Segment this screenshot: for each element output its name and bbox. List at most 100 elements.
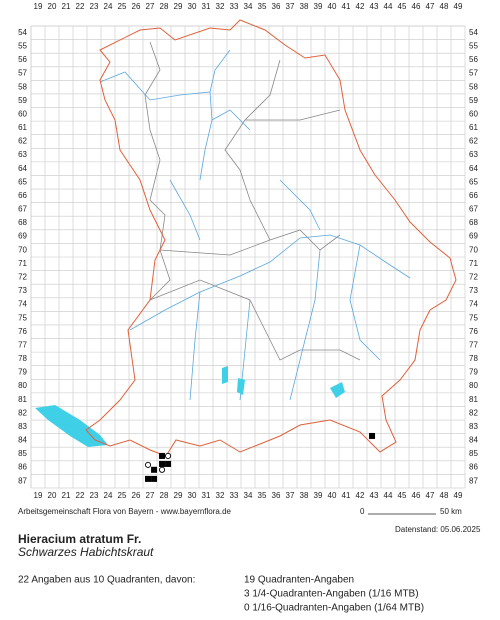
column-label: 24	[104, 491, 113, 500]
column-label: 42	[356, 491, 365, 500]
row-label: 68	[469, 218, 478, 227]
grid	[30, 25, 465, 488]
row-label: 74	[18, 300, 27, 309]
record-square	[369, 432, 376, 439]
column-label: 45	[398, 491, 407, 500]
column-label: 35	[258, 491, 267, 500]
column-label: 34	[244, 2, 253, 11]
row-label: 72	[18, 272, 27, 281]
record-square	[159, 452, 166, 459]
row-label: 77	[18, 340, 27, 349]
column-label: 39	[314, 491, 323, 500]
column-label: 47	[426, 2, 435, 11]
row-label: 65	[18, 177, 27, 186]
column-label: 45	[398, 2, 407, 11]
column-label: 36	[272, 491, 281, 500]
column-label: 22	[76, 2, 85, 11]
row-label: 56	[469, 55, 478, 64]
row-label: 57	[18, 69, 27, 78]
column-label: 46	[412, 2, 421, 11]
row-label: 59	[469, 96, 478, 105]
row-label: 75	[469, 313, 478, 322]
row-label: 80	[469, 381, 478, 390]
row-label: 61	[469, 123, 478, 132]
row-label: 78	[18, 354, 27, 363]
row-label: 84	[469, 436, 478, 445]
stats-summary: 22 Angaben aus 10 Quadranten, davon:	[18, 575, 195, 586]
row-label: 58	[18, 82, 27, 91]
column-label: 33	[230, 2, 239, 11]
column-label: 29	[174, 491, 183, 500]
records	[144, 432, 376, 482]
column-label: 21	[62, 491, 71, 500]
species-name: Hieracium atratum Fr.	[18, 532, 141, 546]
column-label: 47	[426, 491, 435, 500]
row-label: 82	[18, 408, 27, 417]
record-square	[151, 466, 158, 473]
grid-labels: 19 19 20 20 21 21 22 22 23 23 24 24 25 25 26 26 27 27 28 28…	[18, 2, 478, 500]
row-label: 58	[469, 82, 478, 91]
row-label: 82	[469, 408, 478, 417]
basemap	[35, 19, 457, 457]
column-label: 35	[258, 2, 267, 11]
row-label: 69	[18, 232, 27, 241]
row-label: 62	[18, 137, 27, 146]
column-label: 34	[244, 491, 253, 500]
column-label: 25	[118, 2, 127, 11]
column-label: 32	[216, 491, 225, 500]
row-label: 70	[469, 245, 478, 254]
row-label: 80	[18, 381, 27, 390]
row-label: 85	[469, 449, 478, 458]
column-label: 27	[146, 2, 155, 11]
row-label: 86	[469, 463, 478, 472]
row-label: 65	[469, 177, 478, 186]
column-label: 38	[300, 491, 309, 500]
row-label: 67	[18, 205, 27, 214]
state-border	[85, 19, 457, 457]
row-label: 74	[469, 300, 478, 309]
column-label: 28	[160, 491, 169, 500]
record-square	[151, 475, 158, 482]
record-circle	[144, 461, 152, 468]
row-label: 72	[469, 272, 478, 281]
column-label: 44	[384, 491, 393, 500]
date: Datenstand: 05.06.2025	[395, 525, 481, 534]
column-label: 49	[454, 2, 463, 11]
column-label: 21	[62, 2, 71, 11]
row-label: 83	[18, 422, 27, 431]
column-label: 24	[104, 2, 113, 11]
record-circle	[158, 466, 166, 473]
row-label: 60	[18, 109, 27, 118]
row-label: 87	[469, 476, 478, 485]
row-label: 64	[18, 164, 27, 173]
row-label: 78	[469, 354, 478, 363]
column-label: 32	[216, 2, 225, 11]
column-label: 30	[188, 2, 197, 11]
column-label: 20	[48, 491, 57, 500]
row-label: 59	[18, 96, 27, 105]
row-label: 55	[18, 41, 27, 50]
row-label: 56	[18, 55, 27, 64]
row-label: 85	[18, 449, 27, 458]
row-label: 71	[469, 259, 478, 268]
column-label: 19	[34, 2, 43, 11]
row-label: 57	[469, 69, 478, 78]
scale-start: 0	[360, 507, 365, 516]
common-name: Schwarzes Habichtskraut	[18, 545, 154, 559]
column-label: 23	[90, 491, 99, 500]
row-label: 76	[469, 327, 478, 336]
column-label: 31	[202, 2, 211, 11]
row-label: 66	[469, 191, 478, 200]
lake	[237, 378, 245, 395]
row-label: 67	[469, 205, 478, 214]
row-label: 63	[469, 150, 478, 159]
column-label: 42	[356, 2, 365, 11]
river	[99, 49, 411, 401]
column-label: 43	[370, 2, 379, 11]
row-label: 55	[469, 41, 478, 50]
record-square	[165, 460, 172, 467]
column-label: 29	[174, 2, 183, 11]
row-label: 71	[18, 259, 27, 268]
column-label: 28	[160, 2, 169, 11]
